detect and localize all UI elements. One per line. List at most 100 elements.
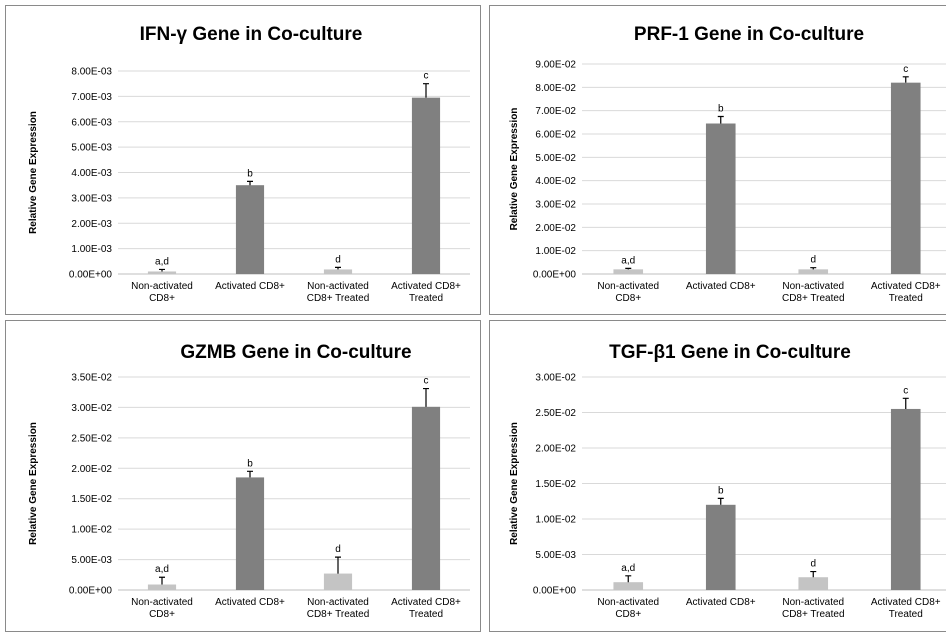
tgf-beta1-x-tick-label: Activated CD8+ Treated xyxy=(871,597,941,620)
tgf-beta1-x-tick-label-line: Activated CD8+ xyxy=(871,597,941,608)
ifn-gamma-x-tick-label-line: CD8+ xyxy=(149,293,175,304)
gzmb-bar xyxy=(147,584,177,590)
gzmb-bar xyxy=(411,406,441,590)
tgf-beta1-x-tick-label-line: Treated xyxy=(889,609,923,620)
tgf-beta1-error-bar xyxy=(717,497,724,505)
ifn-gamma-x-tick-label-line: Activated CD8+ xyxy=(215,281,285,292)
chart-panel-gzmb: GZMB Gene in Co-culture Relative Gene Exp… xyxy=(5,320,481,632)
ifn-gamma-y-tick-label: 8.00E-03 xyxy=(71,67,112,78)
ifn-gamma-y-tick-label: 1.00E-03 xyxy=(71,244,112,255)
prf-1-error-bar xyxy=(902,76,909,83)
tgf-beta1-significance-label: d xyxy=(810,559,816,570)
prf-1-bar xyxy=(613,269,644,274)
gzmb-x-tick-label-line: Treated xyxy=(409,609,443,620)
ifn-gamma-significance-label: a,d xyxy=(155,256,169,267)
prf-1-bar xyxy=(890,82,921,275)
prf-1-x-tick-label-line: Non-activated xyxy=(597,281,659,292)
tgf-beta1-y-tick-label: 2.00E-02 xyxy=(535,444,576,455)
tgf-beta1-bar xyxy=(705,504,736,590)
gzmb-bar xyxy=(323,573,353,590)
ifn-gamma-error-bar xyxy=(423,83,429,98)
tgf-beta1-x-tick-label-line: Non-activated xyxy=(782,597,844,608)
ifn-gamma-y-tick-label: 5.00E-03 xyxy=(71,143,112,154)
ifn-gamma-x-tick-label: Non-activated CD8+ Treated xyxy=(307,281,370,304)
ifn-gamma-x-tick-label-line: Treated xyxy=(409,293,443,304)
ifn-gamma-significance-label: c xyxy=(424,71,429,82)
ifn-gamma-error-bar xyxy=(159,268,165,272)
prf-1-x-tick-label: Activated CD8+ xyxy=(686,281,756,292)
gzmb-x-tick-label-line: Activated CD8+ xyxy=(391,597,461,608)
tgf-beta1-bar xyxy=(798,577,829,590)
prf-1-error-bar xyxy=(810,267,817,270)
ifn-gamma-x-tick-label: Activated CD8+ xyxy=(215,281,285,292)
prf-1-x-tick-label-line: Activated CD8+ xyxy=(686,281,756,292)
tgf-beta1-x-tick-label: Non-activated CD8+ xyxy=(597,597,659,620)
prf-1-x-tick-label-line: Treated xyxy=(889,293,923,304)
prf-1-chart: PRF-1 Gene in Co-culture Relative Gene Ex… xyxy=(509,24,946,304)
gzmb-x-tick-label: Activated CD8+ xyxy=(215,597,285,608)
prf-1-bar xyxy=(798,269,829,274)
tgf-beta1-bar xyxy=(613,582,644,590)
prf-1-error-bar xyxy=(625,267,632,270)
ifn-gamma-x-tick-label: Activated CD8+ Treated xyxy=(391,281,461,304)
gzmb-x-tick-label-line: Non-activated xyxy=(307,597,369,608)
tgf-beta1-chart-title: TGF-β1 Gene in Co-culture xyxy=(609,342,851,363)
prf-1-y-tick-label: 2.00E-02 xyxy=(535,223,576,234)
prf-1-y-tick-label: 0.00E+00 xyxy=(533,270,577,281)
prf-1-x-tick-label: Activated CD8+ Treated xyxy=(871,281,941,304)
tgf-beta1-significance-label: a,d xyxy=(621,563,635,574)
ifn-gamma-significance-label: b xyxy=(247,168,253,179)
ifn-gamma-y-tick-label: 2.00E-03 xyxy=(71,219,112,230)
tgf-beta1-significance-label: b xyxy=(718,485,724,496)
gzmb-x-tick-label-line: CD8+ xyxy=(149,609,175,620)
gzmb-y-axis-label: Relative Gene Expression xyxy=(28,422,39,545)
chart-panel-tgf-beta1: TGF-β1 Gene in Co-culture Relative Gene E… xyxy=(489,320,946,632)
tgf-beta1-x-tick-label: Non-activated CD8+ Treated xyxy=(782,597,845,620)
ifn-gamma-chart: IFN-γ Gene in Co-culture Relative Gene Ex… xyxy=(28,24,470,304)
ifn-gamma-x-tick-label-line: Non-activated xyxy=(131,281,193,292)
ifn-gamma-y-tick-label: 0.00E+00 xyxy=(69,270,113,281)
tgf-beta1-x-tick-label-line: CD8+ Treated xyxy=(782,609,845,620)
prf-1-y-tick-label: 3.00E-02 xyxy=(535,200,576,211)
tgf-beta1-y-tick-label: 1.00E-02 xyxy=(535,515,576,526)
gzmb-x-tick-label-line: Activated CD8+ xyxy=(215,597,285,608)
tgf-beta1-y-tick-label: 0.00E+00 xyxy=(533,586,577,597)
ifn-gamma-bar xyxy=(411,97,441,274)
prf-1-error-bar xyxy=(717,115,724,124)
ifn-gamma-y-tick-label: 6.00E-03 xyxy=(71,117,112,128)
gzmb-y-tick-label: 0.00E+00 xyxy=(69,586,113,597)
tgf-beta1-x-tick-label-line: Non-activated xyxy=(597,597,659,608)
prf-1-y-tick-label: 8.00E-02 xyxy=(535,83,576,94)
prf-1-bar xyxy=(705,123,736,274)
tgf-beta1-y-tick-label: 3.00E-02 xyxy=(535,373,576,384)
ifn-gamma-error-bar xyxy=(247,180,253,186)
tgf-beta1-error-bar xyxy=(902,397,909,409)
gzmb-y-tick-label: 1.50E-02 xyxy=(71,494,112,505)
tgf-beta1-x-tick-label-line: Activated CD8+ xyxy=(686,597,756,608)
prf-1-significance-label: d xyxy=(810,255,816,266)
tgf-beta1-y-tick-label: 5.00E-03 xyxy=(535,550,576,561)
prf-1-x-tick-label: Non-activated CD8+ xyxy=(597,281,659,304)
gzmb-x-tick-label-line: CD8+ Treated xyxy=(307,609,370,620)
chart-panel-prf-1: PRF-1 Gene in Co-culture Relative Gene Ex… xyxy=(489,5,946,315)
prf-1-x-tick-label: Non-activated CD8+ Treated xyxy=(782,281,845,304)
gzmb-chart-title: GZMB Gene in Co-culture xyxy=(180,342,411,363)
ifn-gamma-y-tick-label: 7.00E-03 xyxy=(71,92,112,103)
prf-1-y-tick-label: 4.00E-02 xyxy=(535,176,576,187)
prf-1-chart-title: PRF-1 Gene in Co-culture xyxy=(634,24,864,45)
ifn-gamma-y-tick-label: 3.00E-03 xyxy=(71,193,112,204)
tgf-beta1-x-tick-label: Activated CD8+ xyxy=(686,597,756,608)
tgf-beta1-y-axis-label: Relative Gene Expression xyxy=(509,422,520,545)
tgf-beta1-chart: TGF-β1 Gene in Co-culture Relative Gene E… xyxy=(509,342,946,620)
prf-1-y-axis-label: Relative Gene Expression xyxy=(509,108,520,231)
gzmb-y-tick-label: 2.00E-02 xyxy=(71,464,112,475)
gzmb-x-tick-label: Non-activated CD8+ xyxy=(131,597,193,620)
gzmb-bar xyxy=(235,477,265,590)
ifn-gamma-error-bar xyxy=(335,266,341,270)
prf-1-x-tick-label-line: CD8+ xyxy=(615,293,641,304)
ifn-gamma-x-tick-label-line: Non-activated xyxy=(307,281,369,292)
ifn-gamma-significance-label: d xyxy=(335,254,341,265)
gzmb-y-tick-label: 2.50E-02 xyxy=(71,433,112,444)
tgf-beta1-x-tick-label-line: CD8+ xyxy=(615,609,641,620)
prf-1-y-tick-label: 1.00E-02 xyxy=(535,246,576,257)
